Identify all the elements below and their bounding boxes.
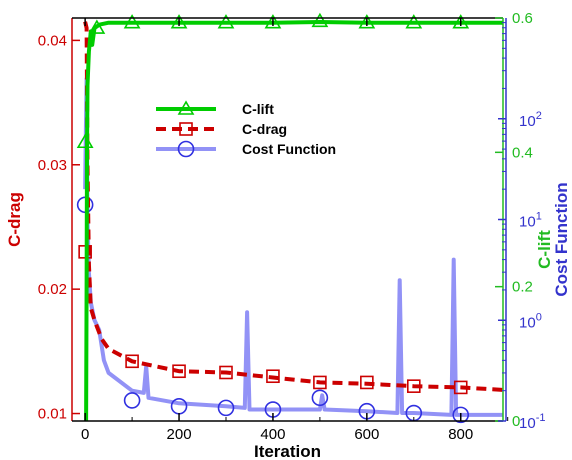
- legend-entry-c-lift: C-lift: [156, 100, 274, 117]
- c-drag-marker: [125, 354, 139, 369]
- cost-tick-exponent: 2: [536, 110, 542, 122]
- cost-function-marker: [311, 389, 329, 407]
- c-drag-marker: [172, 364, 186, 379]
- c-lift-marker: [358, 14, 376, 29]
- lift-axis-title: C-lift: [535, 230, 554, 269]
- cost-function-series: [76, 76, 503, 424]
- x-tick-label: 800: [448, 426, 473, 443]
- legend-marker-c-lift: [177, 100, 195, 115]
- cost-tick-exponent: 1: [536, 211, 542, 223]
- legend-entry-cost-function: Cost Function: [156, 140, 336, 158]
- c-drag-marker: [219, 365, 233, 380]
- lift-tick-label: 0.2: [512, 279, 533, 296]
- cost-tick-label: 100: [519, 311, 542, 331]
- cost-function-marker: [123, 392, 141, 409]
- x-tick-label: 200: [167, 426, 192, 443]
- legend-marker-cost-function: [177, 140, 195, 158]
- c-lift-series: [76, 12, 503, 422]
- c-lift-marker: [170, 14, 188, 29]
- left-tick-label: 0.03: [38, 157, 67, 174]
- c-drag-marker: [406, 379, 421, 393]
- x-tick-label: 600: [354, 426, 379, 443]
- c-lift-marker: [123, 14, 141, 29]
- left-axis-title: C-drag: [5, 192, 24, 247]
- cost-axis-title: Cost Function: [552, 182, 571, 296]
- c-lift-marker: [217, 14, 235, 29]
- cost-function-line: [83, 76, 503, 417]
- lift-tick-label: 0.6: [512, 10, 533, 27]
- cost-tick-label: 101: [519, 211, 542, 231]
- cost-tick-exponent: -1: [536, 412, 546, 424]
- legend-marker-c-drag: [179, 122, 193, 136]
- lift-tick-label: 0: [512, 413, 520, 430]
- c-drag-marker: [266, 369, 280, 384]
- lift-tick-label: 0.4: [512, 144, 533, 161]
- legend-label-cost-function: Cost Function: [242, 141, 336, 157]
- cost-tick-exponent: 0: [536, 311, 542, 323]
- c-lift-marker: [88, 19, 106, 34]
- cost-function-marker: [170, 397, 188, 415]
- c-drag-line: [83, 21, 504, 392]
- legend-entry-c-drag: C-drag: [156, 121, 287, 137]
- legend-label-c-drag: C-drag: [242, 121, 287, 137]
- c-lift-marker: [452, 14, 470, 29]
- left-tick-label: 0.02: [38, 281, 67, 298]
- c-lift-marker: [264, 14, 282, 29]
- x-axis-title: Iteration: [254, 442, 321, 460]
- c-lift-marker: [405, 14, 423, 29]
- c-lift-line: [84, 20, 503, 422]
- cost-tick-label: 10-1: [519, 412, 545, 432]
- x-tick-label: 400: [260, 426, 285, 443]
- c-lift-marker: [76, 133, 94, 149]
- cost-tick-label: 102: [519, 110, 542, 130]
- c-lift-marker: [311, 12, 329, 28]
- left-tick-label: 0.04: [38, 32, 67, 49]
- legend-label-c-lift: C-lift: [242, 101, 274, 117]
- cost-function-marker: [452, 406, 470, 424]
- c-drag-marker: [360, 375, 374, 390]
- c-drag-series: [78, 21, 504, 395]
- c-drag-marker: [313, 375, 327, 390]
- c-drag-marker: [453, 380, 468, 395]
- left-tick-label: 0.01: [38, 406, 67, 423]
- x-tick-label: 0: [81, 426, 89, 443]
- cost-function-marker: [217, 399, 235, 417]
